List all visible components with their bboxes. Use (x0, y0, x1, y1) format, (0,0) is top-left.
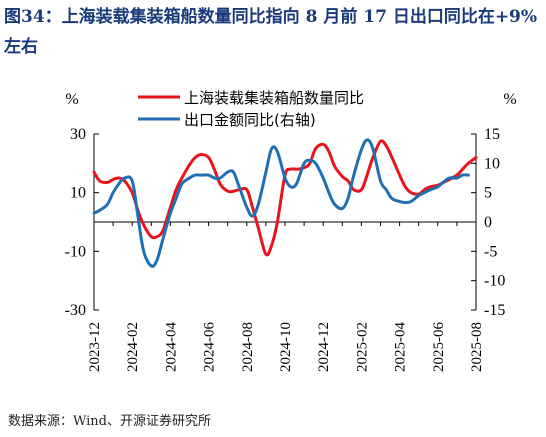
x-tick-label: 2024-12 (316, 322, 332, 372)
right-tick-label: 10 (484, 155, 500, 172)
right-tick-label: -5 (484, 243, 497, 260)
right-tick-label: 15 (484, 126, 500, 143)
x-tick-label: 2024-04 (163, 322, 179, 372)
right-tick-label: 0 (484, 214, 492, 231)
right-tick-label: -15 (484, 302, 505, 319)
legend: 上海装载集装箱船数量同比 出口金额同比(右轴) (138, 89, 364, 129)
x-tick-label: 2023-12 (87, 322, 103, 372)
right-tick-label: -10 (484, 273, 505, 290)
x-tick-label: 2024-06 (202, 322, 218, 372)
series-line-red (92, 139, 478, 257)
x-tick-label: 2024-10 (278, 322, 294, 372)
series-line-blue (92, 138, 470, 268)
right-tick-label: 5 (484, 185, 492, 202)
x-tick-label: 2025-06 (431, 322, 447, 372)
x-tick-label: 2025-04 (393, 322, 409, 372)
left-tick-label: -10 (65, 243, 86, 260)
left-tick-label: -30 (65, 302, 86, 319)
left-axis-unit: % (65, 91, 78, 108)
left-tick-label: 10 (70, 185, 86, 202)
x-tick-label: 2025-02 (354, 322, 370, 372)
x-tick-label: 2024-08 (240, 322, 256, 372)
legend-label-red: 上海装载集装箱船数量同比 (184, 89, 364, 107)
figure-source: 数据来源：Wind、开源证券研究所 (8, 414, 211, 429)
legend-label-blue: 出口金额同比(右轴) (184, 111, 316, 129)
figure-title: 图34：上海装载集装箱船数量同比指向 8 月前 17 日出口同比在+9%左右 (4, 7, 538, 57)
right-axis-unit: % (503, 91, 516, 108)
left-tick-label: 30 (70, 126, 86, 143)
series-layer (92, 138, 478, 268)
x-tick-label: 2024-02 (125, 322, 141, 372)
axes: 30 10 -10 -30 15 10 5 0 -5 -10 -15 2023-12 2024-02 20… (65, 126, 506, 372)
x-tick-label: 2025-08 (469, 322, 485, 372)
